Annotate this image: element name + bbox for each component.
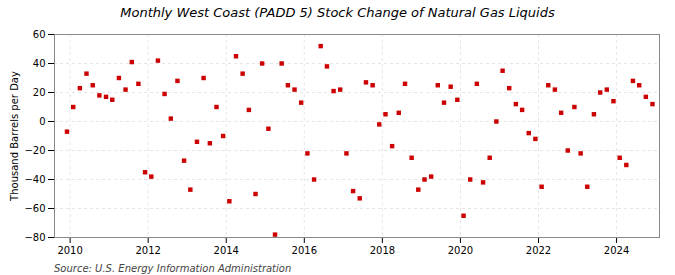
svg-text:2010: 2010 (57, 245, 82, 256)
svg-text:20: 20 (33, 87, 46, 98)
svg-text:60: 60 (33, 29, 46, 40)
svg-text:0: 0 (39, 116, 45, 127)
svg-text:2016: 2016 (292, 245, 317, 256)
html-text:Monthly West Coast (PADD 5) St: Monthly West Coast (PADD 5) Stock Change… (120, 5, 555, 20)
html-text:Source: U.S. Energy Informatio: Source: U.S. Energy Information Administ… (54, 263, 292, 274)
svg-text:2022: 2022 (526, 245, 551, 256)
svg-text:2014: 2014 (214, 245, 239, 256)
svg-text:−40: −40 (24, 174, 45, 185)
svg-text:−60: −60 (24, 203, 45, 214)
svg-text:2020: 2020 (448, 245, 473, 256)
svg-text:2012: 2012 (135, 245, 160, 256)
svg-text:40: 40 (33, 58, 46, 69)
svg-text:2018: 2018 (370, 245, 395, 256)
svg-text:−20: −20 (24, 145, 45, 156)
svg-text:−80: −80 (24, 232, 45, 243)
svg-text:2024: 2024 (604, 245, 629, 256)
svg-text:Thousand Barrels per Day: Thousand Barrels per Day (9, 71, 20, 202)
